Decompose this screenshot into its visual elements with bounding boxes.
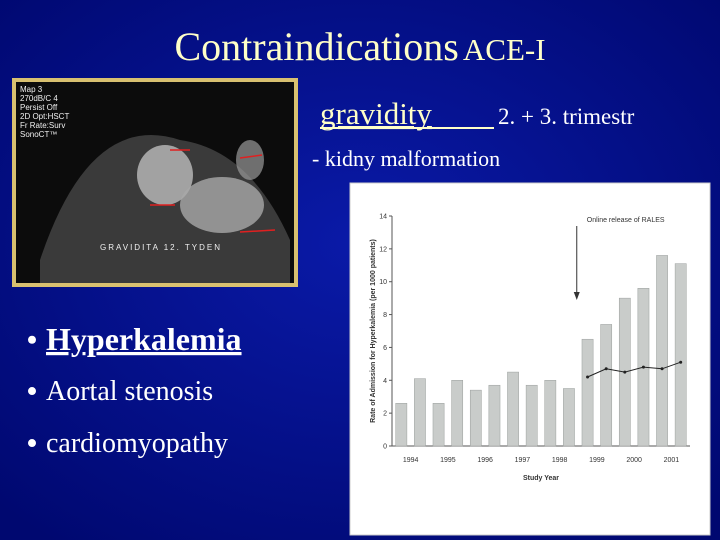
fetus-head [137, 145, 193, 205]
bar [656, 255, 668, 447]
line-point [586, 375, 590, 379]
title-main: Contraindications [174, 24, 458, 69]
fetus-limb [236, 140, 264, 180]
setting-line: Persist Off [20, 103, 58, 112]
bullet-text: Aortal stenosis [46, 376, 213, 407]
arrows [150, 149, 276, 233]
bar [451, 380, 464, 447]
bullet-dot [28, 439, 36, 448]
bar [600, 324, 613, 447]
chart: 0 2 4 6 8 10 12 14 Rate of Admission for Hyperka… [370, 214, 690, 482]
setting-line: Fr Rate:Surv [20, 121, 65, 130]
annotation-arrowhead [573, 292, 580, 300]
chart-frame [349, 182, 711, 536]
gravidity-note: - kidny malformation [312, 146, 500, 171]
setting-line: SonoCT™ [20, 130, 57, 139]
ultrasound-caption: GRAVIDITA 12. TYDEN [100, 243, 222, 252]
bar [674, 263, 687, 447]
y-tick-label: 14 [379, 214, 387, 221]
y-tick-label: 12 [379, 246, 387, 253]
line-point [660, 367, 664, 371]
gravidity-detail: 2. + 3. trimestr [498, 104, 635, 129]
y-tick-label: 6 [383, 345, 387, 352]
y-tick-label: 8 [383, 312, 387, 319]
annotation: Online release of RALES [587, 217, 665, 224]
bullet-text: Hyperkalemia [46, 321, 242, 357]
bar [525, 384, 538, 447]
title-suffix: ACE-I [463, 32, 546, 67]
bar [507, 371, 519, 447]
gravidity-label: gravidity [320, 96, 432, 131]
bar [488, 384, 501, 447]
ultrasound-settings: Map 3 270dB/C 4 Persist Off 2D Opt:HSCT Fr R… [20, 85, 69, 139]
slide-title: Contraindications ACE-I [174, 24, 545, 69]
x-tick-label: 1999 [589, 457, 605, 464]
bullet-list: Hyperkalemia Aortal stenosis cardiomyopath… [28, 321, 242, 459]
x-tick-label: 1996 [477, 457, 493, 464]
y-tick-label: 2 [383, 411, 387, 418]
x-tick-label: 2001 [664, 457, 680, 464]
x-tick-label: 1995 [440, 457, 456, 464]
bar [581, 338, 594, 447]
x-tick-label: 1994 [403, 457, 419, 464]
bar [432, 403, 445, 447]
setting-line: 270dB/C 4 [20, 94, 58, 103]
bar [469, 389, 482, 447]
bullet-dot [28, 387, 36, 396]
line-point [679, 360, 683, 364]
ultrasound-image: Map 3 270dB/C 4 Persist Off 2D Opt:HSCT Fr R… [12, 78, 298, 287]
fetus-body [180, 177, 264, 233]
line-point [604, 367, 608, 371]
x-tick-label: 1998 [552, 457, 568, 464]
bar [563, 388, 575, 447]
x-tick-label: 1997 [515, 457, 531, 464]
bar [395, 403, 408, 447]
line-point [641, 365, 645, 369]
setting-line: Map 3 [20, 85, 43, 94]
x-axis-label: Study Year [523, 475, 559, 482]
line-point [623, 370, 627, 374]
image-tissue [40, 135, 290, 283]
bullet-dot [28, 335, 36, 344]
y-tick-label: 10 [379, 279, 387, 286]
bullet-text: cardiomyopathy [46, 428, 228, 459]
x-tick-label: 2000 [626, 457, 642, 464]
line [587, 361, 681, 378]
y-tick-label: 4 [383, 378, 387, 385]
setting-line: 2D Opt:HSCT [20, 112, 69, 121]
y-axis-label: Rate of Admission for Hyperkalemia (per … [370, 239, 377, 423]
bar [414, 378, 426, 447]
bar [544, 380, 557, 447]
y-tick-label: 0 [383, 444, 387, 451]
